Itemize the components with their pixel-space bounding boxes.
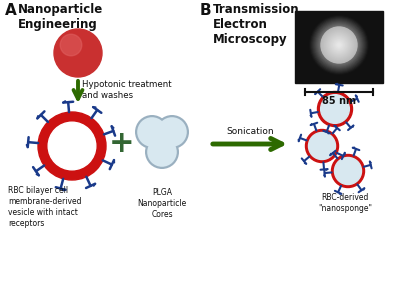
Circle shape — [334, 40, 344, 50]
Circle shape — [135, 115, 169, 149]
Circle shape — [332, 38, 346, 52]
Circle shape — [331, 37, 347, 53]
Circle shape — [323, 29, 355, 61]
Circle shape — [314, 20, 364, 70]
Circle shape — [309, 133, 335, 159]
Text: RBC-derived
"nanosponge": RBC-derived "nanosponge" — [318, 193, 372, 213]
Circle shape — [332, 154, 364, 188]
Text: RBC bilayer cell
membrane-derived
vesicle with intact
receptors: RBC bilayer cell membrane-derived vesicl… — [8, 186, 82, 228]
Circle shape — [337, 43, 341, 47]
Circle shape — [334, 40, 344, 50]
Circle shape — [337, 43, 341, 47]
Circle shape — [323, 97, 347, 121]
Circle shape — [323, 29, 355, 61]
Circle shape — [334, 157, 362, 185]
Circle shape — [155, 115, 189, 149]
Circle shape — [328, 35, 350, 55]
Circle shape — [38, 112, 106, 180]
Circle shape — [318, 24, 360, 66]
Circle shape — [328, 33, 350, 57]
Circle shape — [315, 21, 363, 69]
Circle shape — [321, 27, 357, 63]
Circle shape — [336, 42, 342, 48]
Circle shape — [330, 36, 348, 54]
Circle shape — [327, 33, 351, 57]
Circle shape — [321, 95, 349, 123]
Circle shape — [338, 44, 340, 46]
Circle shape — [54, 29, 102, 77]
Circle shape — [336, 42, 342, 48]
Circle shape — [322, 28, 356, 62]
Circle shape — [60, 34, 82, 56]
Text: +: + — [109, 129, 135, 159]
Circle shape — [306, 129, 338, 163]
Circle shape — [312, 18, 366, 72]
Circle shape — [326, 33, 352, 57]
Circle shape — [326, 33, 352, 57]
Circle shape — [311, 135, 333, 157]
Circle shape — [157, 117, 187, 147]
Circle shape — [324, 30, 354, 60]
Text: Transmission
Electron
Microscopy: Transmission Electron Microscopy — [213, 3, 300, 46]
Circle shape — [330, 36, 348, 54]
Circle shape — [325, 31, 353, 59]
Circle shape — [318, 92, 352, 126]
Circle shape — [331, 37, 347, 53]
Circle shape — [311, 17, 367, 73]
Circle shape — [337, 160, 359, 182]
Circle shape — [335, 158, 361, 184]
Circle shape — [326, 32, 352, 58]
Text: Sonication: Sonication — [226, 127, 274, 136]
Circle shape — [324, 30, 354, 60]
Text: 85 nm: 85 nm — [322, 96, 356, 106]
Circle shape — [325, 31, 354, 59]
Circle shape — [334, 41, 344, 49]
Text: B: B — [200, 3, 212, 18]
Text: PLGA
Nanoparticle
Cores: PLGA Nanoparticle Cores — [137, 188, 187, 219]
Circle shape — [322, 28, 356, 62]
Circle shape — [137, 117, 167, 147]
Circle shape — [320, 26, 358, 64]
Circle shape — [316, 22, 362, 68]
Circle shape — [335, 41, 343, 49]
Circle shape — [317, 23, 361, 67]
Circle shape — [310, 16, 368, 74]
Circle shape — [147, 137, 177, 167]
Circle shape — [145, 135, 179, 169]
Circle shape — [313, 19, 365, 71]
Circle shape — [329, 35, 349, 55]
Text: Nanoparticle
Engineering: Nanoparticle Engineering — [18, 3, 103, 31]
Text: A: A — [5, 3, 17, 18]
Circle shape — [333, 39, 345, 51]
Circle shape — [333, 39, 345, 51]
Bar — [295, 11, 383, 83]
Circle shape — [308, 132, 336, 160]
Circle shape — [335, 42, 342, 48]
Circle shape — [338, 44, 340, 46]
Circle shape — [321, 95, 349, 123]
Circle shape — [321, 27, 357, 63]
Circle shape — [328, 34, 350, 56]
Circle shape — [319, 25, 359, 65]
Circle shape — [332, 38, 346, 52]
Text: Hypotonic treatment
and washes: Hypotonic treatment and washes — [82, 80, 172, 100]
Circle shape — [48, 122, 96, 170]
